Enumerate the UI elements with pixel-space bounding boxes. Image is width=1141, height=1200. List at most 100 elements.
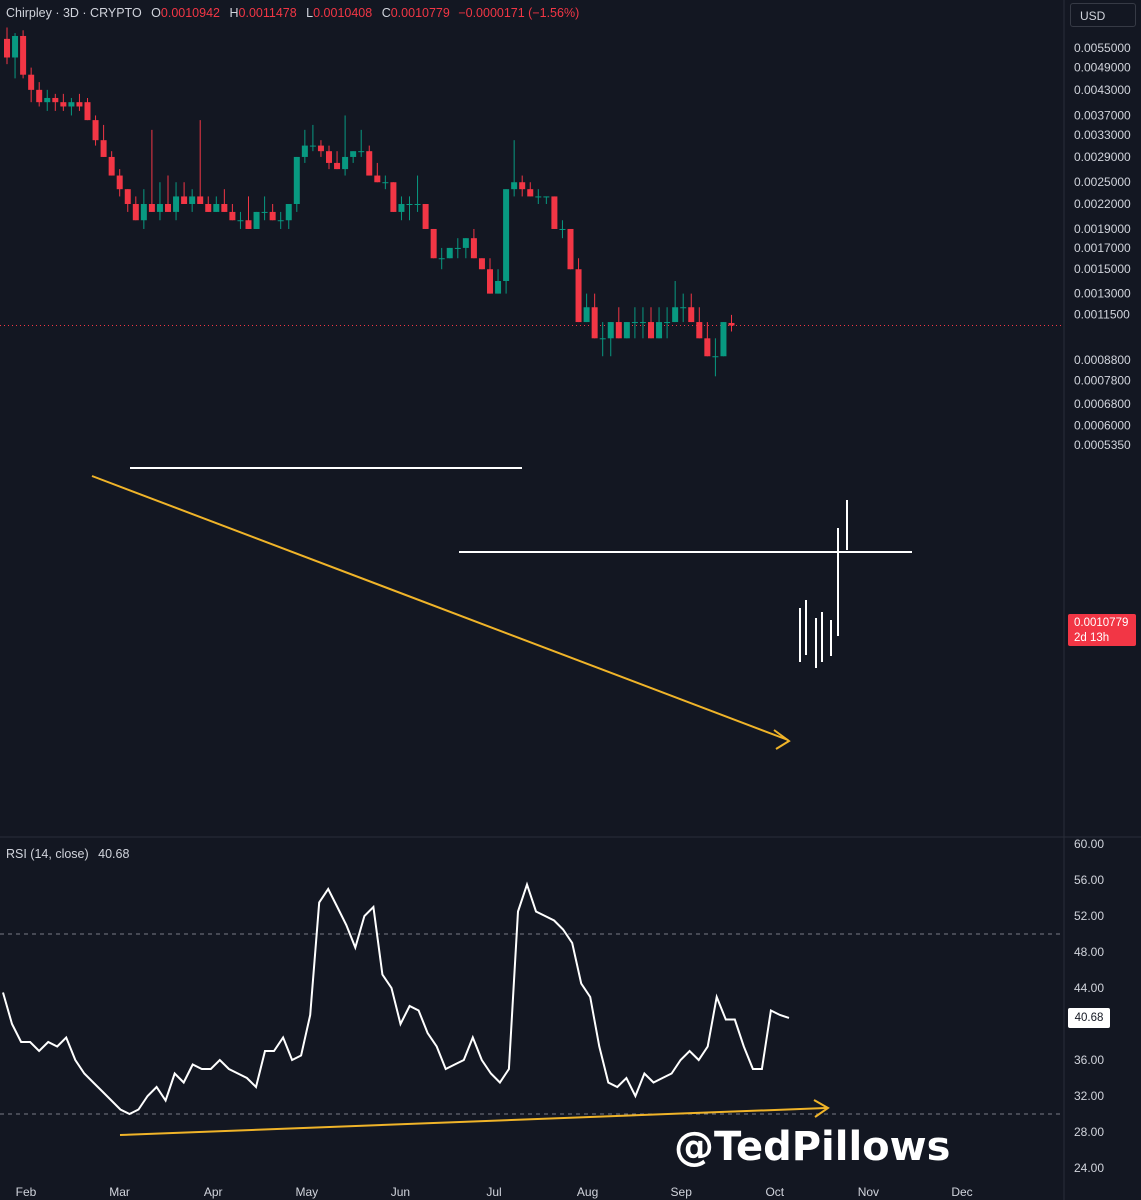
candle-body (173, 196, 180, 212)
close-value: 0.0010779 (390, 6, 450, 20)
time-tick-label: Oct (765, 1185, 784, 1199)
candle-body (696, 322, 703, 339)
candle-body (12, 35, 19, 58)
candle-body (728, 322, 735, 326)
candle-body (607, 322, 614, 339)
candle-body (181, 196, 188, 205)
price-tick-label: 0.0005350 (1074, 438, 1131, 452)
candle-body (551, 196, 558, 229)
candle-body (543, 196, 550, 198)
time-tick-label: Aug (577, 1185, 598, 1199)
watermark-handle: @TedPillows (674, 1124, 951, 1170)
candle-body (680, 307, 687, 309)
rsi-value-tag: 40.68 (1068, 1008, 1110, 1028)
candle-body (704, 338, 711, 357)
rsi-arrow-head (813, 1099, 830, 1118)
candle-body (221, 204, 228, 212)
rsi-tick-label: 24.00 (1074, 1161, 1104, 1175)
candle-body (414, 204, 421, 206)
currency-button[interactable]: USD (1070, 3, 1136, 27)
candle-body (68, 102, 75, 107)
rsi-label: RSI (14, close) (6, 847, 89, 861)
high-value: 0.0011478 (238, 6, 297, 20)
last-price-tag: 0.0010779 2d 13h (1068, 614, 1136, 646)
candle-body (36, 89, 43, 103)
price-tick-label: 0.0008800 (1074, 353, 1131, 367)
candle-body (237, 220, 244, 222)
candle-body (156, 204, 163, 212)
candle-body (84, 102, 91, 121)
candle-body (165, 204, 171, 212)
symbol-label: Chirpley · 3D · CRYPTO (6, 6, 142, 20)
price-tick-label: 0.0006000 (1074, 418, 1131, 432)
low-label: L (306, 6, 314, 20)
candle-body (261, 211, 268, 213)
candle-body (60, 102, 67, 107)
candle-body (462, 238, 469, 248)
candle-body (366, 151, 373, 176)
price-tick-label: 0.0015000 (1074, 262, 1131, 276)
candle-body (615, 322, 622, 339)
candle-body (495, 280, 502, 294)
time-tick-label: Jun (391, 1185, 410, 1199)
candle-body (648, 322, 654, 339)
candle-body (470, 238, 477, 259)
time-tick-label: Dec (951, 1185, 972, 1199)
candle-body (398, 204, 405, 212)
candle-body (269, 211, 276, 221)
price-tick-label: 0.0007800 (1074, 374, 1131, 388)
candle-body (76, 102, 83, 107)
price-tick-label: 0.0037000 (1074, 108, 1131, 122)
candle-body (326, 151, 332, 163)
candle-body (583, 307, 590, 323)
candle-body (108, 156, 115, 176)
price-tick-label: 0.0025000 (1074, 175, 1131, 189)
candle-body (478, 258, 485, 270)
candle-body (253, 211, 260, 229)
price-arrow-head (773, 729, 791, 750)
candle-body (358, 151, 365, 153)
candle-body (503, 189, 510, 281)
candle-body (712, 356, 719, 358)
candle-body (519, 182, 526, 190)
candle-body (639, 322, 646, 324)
candle-body (430, 228, 437, 259)
candle-body (623, 322, 630, 339)
open-label: O (151, 6, 161, 20)
candle-body (229, 211, 236, 221)
candle-body (205, 204, 212, 212)
rsi-line (2, 881, 790, 1116)
last-price-value: 0.0010779 (1074, 617, 1129, 629)
price-tick-label: 0.0006800 (1074, 397, 1131, 411)
candle-body (124, 189, 131, 205)
rsi-tick-label: 56.00 (1074, 873, 1104, 887)
candle-body (197, 196, 204, 205)
rsi-trend-arrow (119, 1107, 827, 1136)
candle-body (4, 38, 10, 58)
rsi-tick-label: 48.00 (1074, 945, 1104, 959)
time-tick-label: Sep (671, 1185, 693, 1199)
candle-body (672, 307, 679, 323)
price-tick-label: 0.0029000 (1074, 150, 1131, 164)
candle-body (406, 204, 413, 206)
time-tick-label: Jul (486, 1185, 501, 1199)
candle-body (664, 322, 671, 324)
price-tick-label: 0.0049000 (1074, 61, 1131, 75)
candle-body (438, 258, 445, 260)
candle-body (309, 145, 316, 147)
time-tick-label: Mar (109, 1185, 130, 1199)
candle-body (511, 182, 518, 190)
rsi-tick-label: 28.00 (1074, 1125, 1104, 1139)
candle-body (487, 269, 493, 294)
candle-body (116, 175, 123, 190)
candle-body (591, 307, 598, 339)
candle-body (140, 204, 147, 221)
change-value: −0.0000171 (−1.56%) (458, 6, 580, 20)
candle-body (535, 196, 542, 198)
candle-body (559, 228, 566, 230)
candle-body (446, 247, 453, 259)
price-tick-label: 0.0075000 (1074, 0, 1131, 2)
candle-body (293, 156, 300, 205)
candle-body (277, 220, 284, 222)
